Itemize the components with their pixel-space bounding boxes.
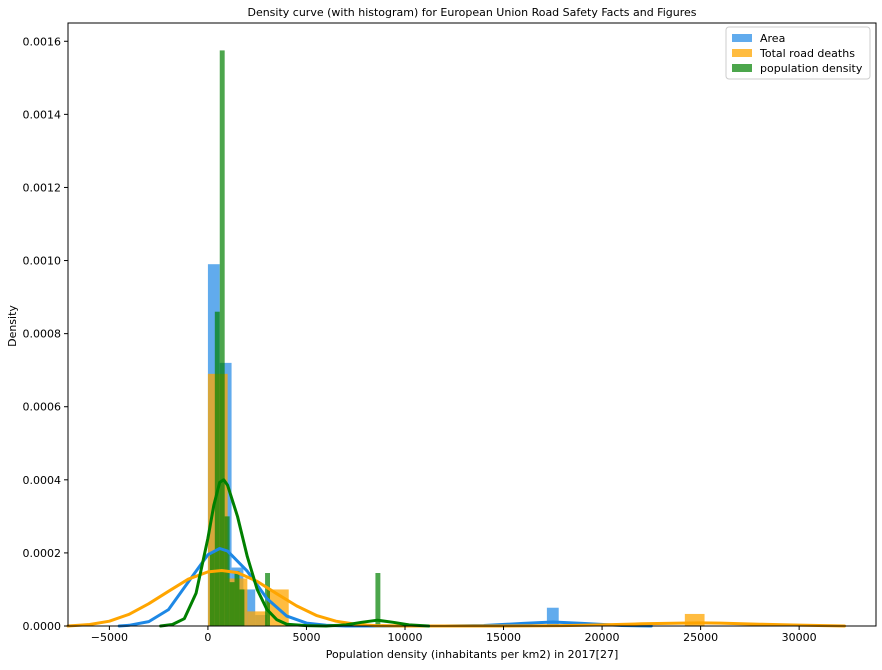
plot-frame	[67, 22, 877, 627]
population-density-bar	[239, 589, 245, 626]
population-density-density-curve	[159, 478, 431, 628]
legend-label: Area	[760, 32, 785, 45]
x-tick-label: 20000	[585, 631, 620, 644]
x-tick-label: 15000	[486, 631, 521, 644]
total-road-deaths-density-curve	[66, 569, 846, 628]
legend-swatch	[732, 49, 752, 57]
legend-label: population density	[760, 62, 863, 75]
legend-label: Total road deaths	[759, 47, 855, 60]
y-tick-label: 0.0012	[23, 181, 62, 194]
area-density-curve	[117, 547, 653, 628]
density-curves	[66, 478, 846, 628]
area-bar	[546, 607, 559, 626]
x-axis-label: Population density (inhabitants per km2)…	[326, 648, 619, 661]
axes: −5000 0 5000 10000 15000 20000 25000 30000 0.000…	[23, 22, 877, 644]
population-density-bar	[214, 311, 220, 626]
legend-box	[725, 26, 871, 80]
y-tick-label: 0.0000	[23, 620, 62, 633]
legend-swatch	[732, 34, 752, 42]
y-tick-label: 0.0014	[23, 108, 62, 121]
population-density-bar	[209, 552, 215, 626]
population-density-bar	[229, 582, 235, 626]
chart-title: Density curve (with histogram) for Europ…	[247, 6, 696, 19]
y-tick-label: 0.0006	[23, 401, 62, 414]
population-density-bar	[234, 571, 240, 626]
population-density-bar	[375, 573, 381, 626]
y-tick-label: 0.0016	[23, 35, 62, 48]
y-tick-label: 0.0004	[23, 474, 62, 487]
area-bar	[243, 589, 256, 626]
x-tick-label: 10000	[387, 631, 422, 644]
x-tick-label: 25000	[683, 631, 718, 644]
legend-swatch	[732, 64, 752, 72]
x-tick-label: 0	[204, 631, 211, 644]
y-tick-label: 0.0008	[23, 328, 62, 341]
y-axis-label: Density	[6, 305, 19, 347]
histogram-bars	[207, 50, 705, 626]
x-tick-label: 30000	[782, 631, 817, 644]
total-road-deaths-bar	[247, 611, 268, 626]
y-tick-label: 0.0002	[23, 547, 62, 560]
x-tick-label: 5000	[292, 631, 320, 644]
population-density-bar	[219, 50, 225, 626]
x-tick-label: −5000	[91, 631, 128, 644]
legend: Area Total road deaths population density	[725, 26, 871, 80]
y-tick-label: 0.0010	[23, 255, 62, 268]
